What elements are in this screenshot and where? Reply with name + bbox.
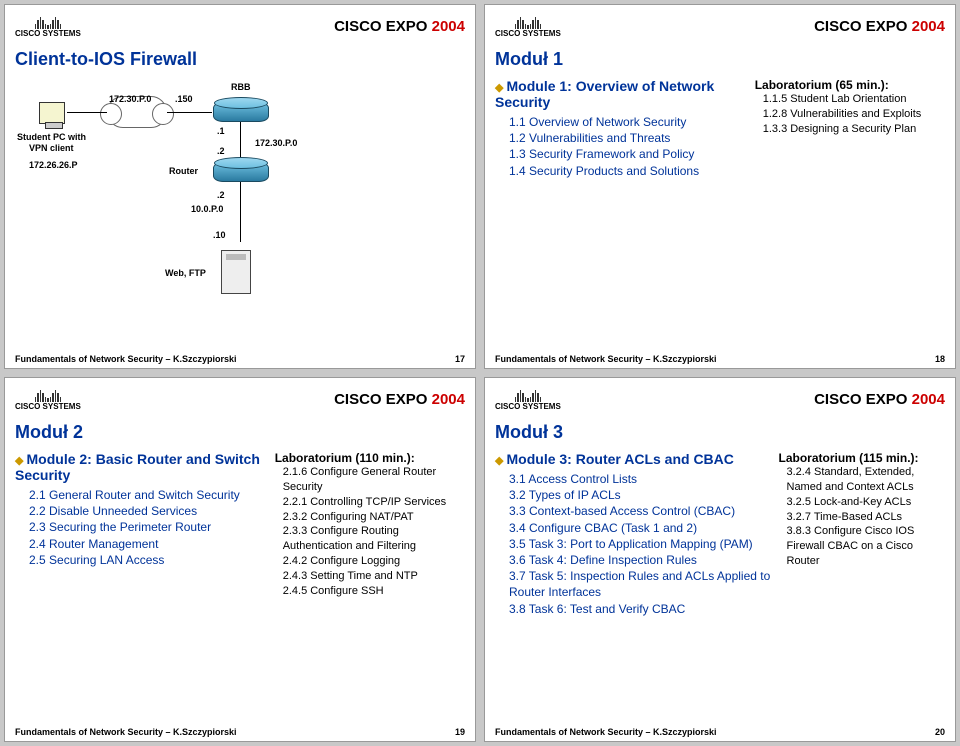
lab-item: 2.4.5 Configure SSH (283, 584, 465, 599)
server-icon (221, 250, 251, 294)
lab-item: 3.2.5 Lock-and-Key ACLs (787, 495, 946, 510)
lab-item: 2.3.2 Configuring NAT/PAT (283, 510, 465, 525)
lab-col: Laboratorium (110 min.): 2.1.6 Configure… (275, 451, 465, 737)
sub-bullet: 2.1 General Router and Switch Security (29, 487, 269, 503)
sub-bullet: 3.8 Task 6: Test and Verify CBAC (509, 601, 773, 617)
ip-label: 172.30.P.0 (255, 138, 297, 148)
content-col: Module 1: Overview of Network Security 1… (495, 78, 749, 364)
cisco-logo: CISCO SYSTEMS (15, 15, 81, 38)
sub-bullet: 1.4 Security Products and Solutions (509, 163, 749, 179)
slide-title: Client-to-IOS Firewall (15, 49, 465, 70)
lab-title: Laboratorium (110 min.): (275, 451, 465, 465)
cisco-logo: CISCO SYSTEMS (495, 15, 561, 38)
sub-bullet: 3.2 Types of IP ACLs (509, 487, 773, 503)
sub-bullet: 3.4 Configure CBAC (Task 1 and 2) (509, 520, 773, 536)
slide-title: Moduł 3 (495, 422, 945, 443)
main-bullet: Module 2: Basic Router and Switch Securi… (15, 451, 269, 483)
lab-col: Laboratorium (65 min.): 1.1.5 Student La… (755, 78, 945, 364)
slide-header: CISCO SYSTEMS CISCO EXPO 2004 (15, 9, 465, 43)
page-number: 18 (935, 354, 945, 364)
page-number: 17 (455, 354, 465, 364)
lab-item: 2.3.3 Configure Routing Authentication a… (283, 524, 465, 554)
ip-label: .10 (213, 230, 226, 240)
ip-label: .1 (217, 126, 225, 136)
lab-col: Laboratorium (115 min.): 3.2.4 Standard,… (779, 451, 946, 737)
cisco-logo: CISCO SYSTEMS (495, 388, 561, 411)
router-label: Router (169, 166, 198, 176)
lab-item: 3.2.4 Standard, Extended, Named and Cont… (787, 465, 946, 495)
lab-item: 3.8.3 Configure Cisco IOS Firewall CBAC … (787, 524, 946, 569)
brand-name: CISCO SYSTEMS (15, 29, 81, 38)
lab-item: 1.1.5 Student Lab Orientation (763, 92, 945, 107)
sub-bullet: 3.6 Task 4: Define Inspection Rules (509, 552, 773, 568)
lab-item: 2.1.6 Configure General Router Security (283, 465, 465, 495)
lab-item: 3.2.7 Time-Based ACLs (787, 510, 946, 525)
expo-label: CISCO EXPO 2004 (334, 18, 465, 35)
sub-bullet: 1.2 Vulnerabilities and Threats (509, 130, 749, 146)
slide-header: CISCO SYSTEMS CISCO EXPO 2004 (495, 9, 945, 43)
expo-label: CISCO EXPO 2004 (814, 391, 945, 408)
network-diagram: Student PC with VPN client 172.26.26.P 1… (15, 78, 465, 298)
brand-name: CISCO SYSTEMS (15, 402, 81, 411)
ip-label: .2 (217, 190, 225, 200)
router-icon (213, 162, 269, 182)
webftp-label: Web, FTP (165, 268, 206, 278)
footer-author: Fundamentals of Network Security – K.Szc… (15, 354, 237, 364)
sub-bullet: 2.5 Securing LAN Access (29, 552, 269, 568)
ip-label: 172.26.26.P (29, 160, 78, 170)
sub-bullet: 3.1 Access Control Lists (509, 471, 773, 487)
sub-bullet: 3.3 Context-based Access Control (CBAC) (509, 503, 773, 519)
slide-footer: Fundamentals of Network Security – K.Szc… (495, 354, 945, 364)
cisco-logo: CISCO SYSTEMS (15, 388, 81, 411)
sub-bullet: 1.3 Security Framework and Policy (509, 146, 749, 162)
sub-bullet: 3.7 Task 5: Inspection Rules and ACLs Ap… (509, 568, 773, 600)
slide-4: CISCO SYSTEMS CISCO EXPO 2004 Moduł 3 Mo… (484, 377, 956, 742)
slide-3: CISCO SYSTEMS CISCO EXPO 2004 Moduł 2 Mo… (4, 377, 476, 742)
slide-footer: Fundamentals of Network Security – K.Szc… (15, 727, 465, 737)
footer-author: Fundamentals of Network Security – K.Szc… (495, 727, 717, 737)
pc-label-1: Student PC with (17, 132, 86, 142)
slide-footer: Fundamentals of Network Security – K.Szc… (15, 354, 465, 364)
ip-label: 10.0.P.0 (191, 204, 223, 214)
lab-item: 1.2.8 Vulnerabilities and Exploits (763, 107, 945, 122)
slide-header: CISCO SYSTEMS CISCO EXPO 2004 (495, 382, 945, 416)
lab-title: Laboratorium (115 min.): (779, 451, 946, 465)
rbb-label: RBB (231, 82, 251, 92)
lab-item: 2.2.1 Controlling TCP/IP Services (283, 495, 465, 510)
lab-title: Laboratorium (65 min.): (755, 78, 945, 92)
pc-label-2: VPN client (29, 143, 74, 153)
slide-title: Moduł 2 (15, 422, 465, 443)
main-bullet: Module 1: Overview of Network Security (495, 78, 749, 110)
content-col: Module 2: Basic Router and Switch Securi… (15, 451, 269, 737)
footer-author: Fundamentals of Network Security – K.Szc… (495, 354, 717, 364)
ip-label: .150 (175, 94, 193, 104)
pc-icon (39, 102, 65, 124)
lab-item: 2.4.3 Setting Time and NTP (283, 569, 465, 584)
expo-label: CISCO EXPO 2004 (334, 391, 465, 408)
lab-item: 2.4.2 Configure Logging (283, 554, 465, 569)
main-bullet: Module 3: Router ACLs and CBAC (495, 451, 773, 467)
ip-label: .2 (217, 146, 225, 156)
sub-bullet: 2.2 Disable Unneeded Services (29, 503, 269, 519)
ip-label: 172.30.P.0 (109, 94, 151, 104)
brand-name: CISCO SYSTEMS (495, 29, 561, 38)
slide-2: CISCO SYSTEMS CISCO EXPO 2004 Moduł 1 Mo… (484, 4, 956, 369)
slide-footer: Fundamentals of Network Security – K.Szc… (495, 727, 945, 737)
sub-bullet: 2.4 Router Management (29, 536, 269, 552)
slide-1: CISCO SYSTEMS CISCO EXPO 2004 Client-to-… (4, 4, 476, 369)
sub-bullet: 1.1 Overview of Network Security (509, 114, 749, 130)
sub-bullet: 3.5 Task 3: Port to Application Mapping … (509, 536, 773, 552)
sub-bullet: 2.3 Securing the Perimeter Router (29, 519, 269, 535)
content-col: Module 3: Router ACLs and CBAC 3.1 Acces… (495, 451, 773, 737)
brand-name: CISCO SYSTEMS (495, 402, 561, 411)
slide-header: CISCO SYSTEMS CISCO EXPO 2004 (15, 382, 465, 416)
lab-item: 1.3.3 Designing a Security Plan (763, 122, 945, 137)
slide-title: Moduł 1 (495, 49, 945, 70)
router-rbb-icon (213, 102, 269, 122)
expo-label: CISCO EXPO 2004 (814, 18, 945, 35)
footer-author: Fundamentals of Network Security – K.Szc… (15, 727, 237, 737)
page-number: 20 (935, 727, 945, 737)
page-number: 19 (455, 727, 465, 737)
